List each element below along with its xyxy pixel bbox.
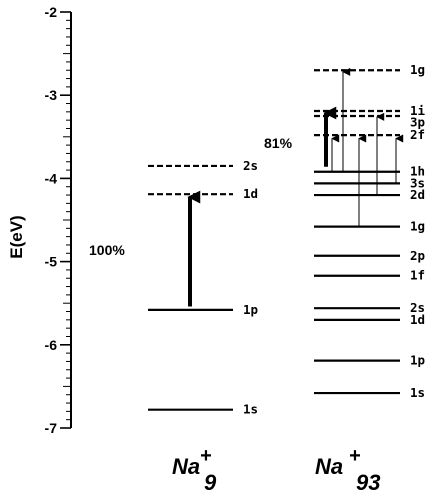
na93-level-label: 1s bbox=[410, 385, 425, 400]
na93-level-label: 1f bbox=[410, 268, 425, 283]
axis-tick-label: -2 bbox=[45, 4, 58, 20]
na9-level-label: 1s bbox=[243, 402, 258, 417]
na9-transition-percent: 100% bbox=[89, 242, 125, 258]
na93-transition-percent: 81% bbox=[264, 135, 293, 151]
axis-title: E(eV) bbox=[7, 215, 26, 258]
na9-name: Na bbox=[172, 454, 200, 479]
axis-tick-label: -3 bbox=[45, 87, 58, 103]
transitions bbox=[187, 67, 404, 307]
na93-level-label: 1g bbox=[410, 62, 425, 77]
svg-text:Na+: Na+ bbox=[172, 445, 212, 479]
na93-level-label: 2p bbox=[410, 248, 425, 263]
na93-level-label: 2s bbox=[410, 300, 425, 315]
na93-level-label: 1g bbox=[410, 219, 425, 234]
na9-charge: + bbox=[200, 445, 212, 467]
energy-axis: -2 -3 -4 -5 -6 -7 bbox=[45, 4, 72, 436]
na93-size: 93 bbox=[356, 470, 380, 495]
na9-level-label: 1d bbox=[243, 186, 258, 201]
axis-tick-label: -4 bbox=[45, 170, 58, 186]
svg-text:Na+: Na + bbox=[315, 445, 361, 479]
na9-level-label: 2s bbox=[243, 158, 258, 173]
na9-cluster-label: Na+ 9 bbox=[172, 445, 217, 495]
axis-tick-label: -5 bbox=[45, 254, 58, 270]
na93-level-label: 2d bbox=[410, 187, 425, 202]
na9-level-label: 1p bbox=[243, 302, 258, 317]
na93-level-label: 1i bbox=[410, 103, 426, 118]
na93-level-label: 1d bbox=[410, 312, 425, 327]
na93-level-label: 1p bbox=[410, 353, 425, 368]
na93-level-label: 3s bbox=[410, 175, 425, 190]
axis-tick-label: -6 bbox=[45, 337, 58, 353]
na93-charge: + bbox=[349, 445, 361, 467]
na9-size: 9 bbox=[204, 470, 217, 495]
na93-name: Na bbox=[315, 454, 343, 479]
na93-level-label: 1h bbox=[410, 164, 425, 179]
na93-level-label: 3p bbox=[410, 115, 425, 130]
na93-cluster-label: Na + 93 bbox=[315, 445, 380, 495]
axis-tick-label: -7 bbox=[45, 420, 58, 436]
na93-level-label: 2f bbox=[410, 127, 425, 142]
